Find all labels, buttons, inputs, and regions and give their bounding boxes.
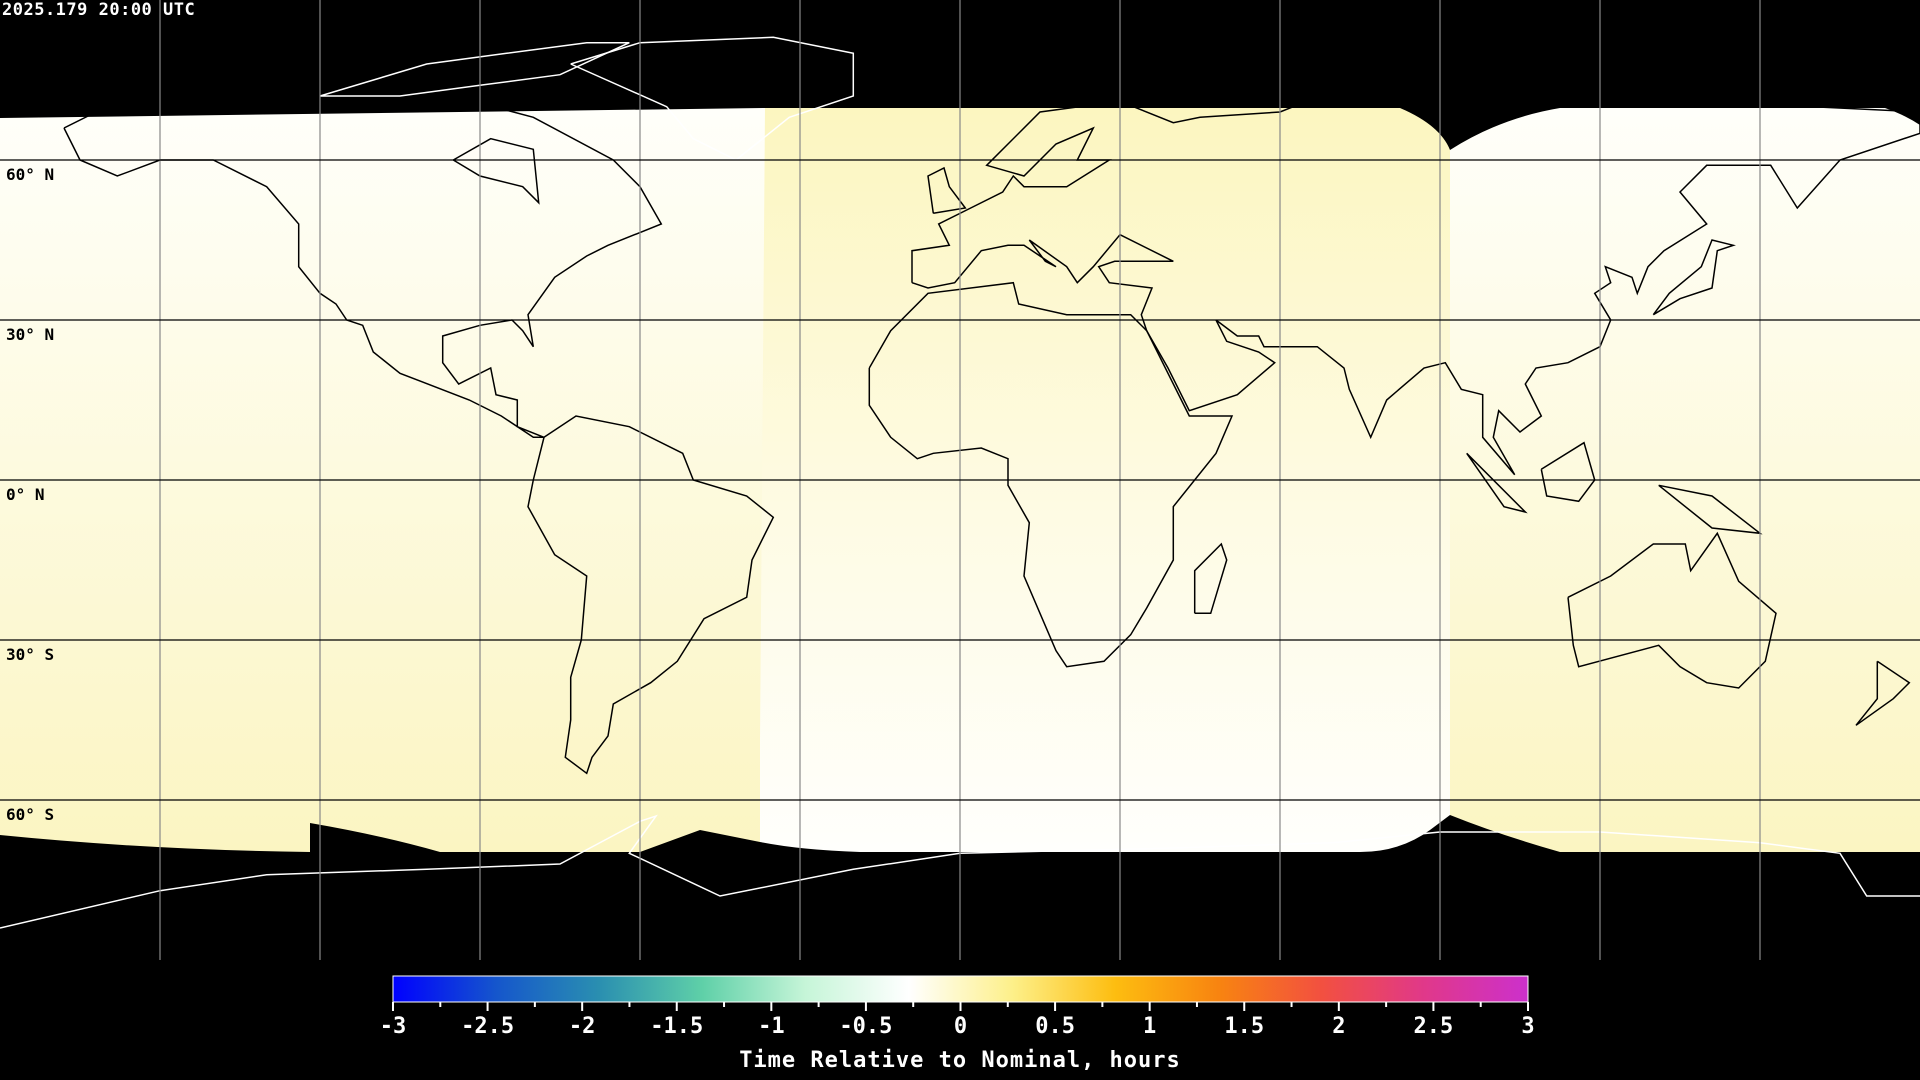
lat-label-60n: 60° N [6, 165, 55, 184]
coastline-eurasia [911, 63, 1920, 476]
colorbar-tick-label: -1 [758, 1014, 785, 1039]
colorbar-tick-label: 0.5 [1035, 1014, 1075, 1039]
lat-label-equator: 0° N [6, 485, 45, 504]
coastline-greenland [570, 36, 855, 161]
colorbar-tick-label: 1.5 [1224, 1014, 1265, 1039]
colorbar [392, 975, 1529, 1011]
colorbar-label: Time Relative to Nominal, hours [739, 1048, 1181, 1073]
colorbar-tick-label: 2 [1332, 1014, 1346, 1039]
colorbar-tick-label: 2.5 [1413, 1014, 1454, 1039]
coastline-new-zealand [1855, 660, 1911, 726]
lat-label-30s: 30° S [6, 645, 55, 664]
colorbar-tick-label: -3 [379, 1014, 407, 1039]
colorbar-tick-label: 0 [953, 1014, 968, 1039]
coastline-australia [1567, 531, 1777, 689]
world-map [0, 0, 1920, 960]
colorbar-tick-label: -2.5 [461, 1014, 515, 1039]
colorbar-gradient [392, 975, 1529, 1003]
coastline-japan [1652, 239, 1736, 316]
colorbar-tick-label: -0.5 [839, 1014, 893, 1039]
coastline-africa [868, 281, 1234, 668]
coastline-madagascar [1193, 542, 1228, 615]
graticule [159, 0, 1761, 960]
colorbar-tick-label: 1 [1143, 1014, 1157, 1039]
colorbar-tick-label: -1.5 [650, 1014, 704, 1039]
coastline-borneo [1540, 441, 1596, 503]
lat-label-60s: 60° S [6, 805, 55, 824]
timestamp: 2025.179 20:00 UTC [2, 0, 196, 20]
coastline-arctic-islands [319, 41, 630, 97]
lat-label-30n: 30° N [6, 325, 55, 344]
colorbar-tick-label: 3 [1521, 1014, 1535, 1039]
colorbar-tick-label: -2 [568, 1014, 596, 1039]
coastline-north-america [63, 95, 663, 439]
